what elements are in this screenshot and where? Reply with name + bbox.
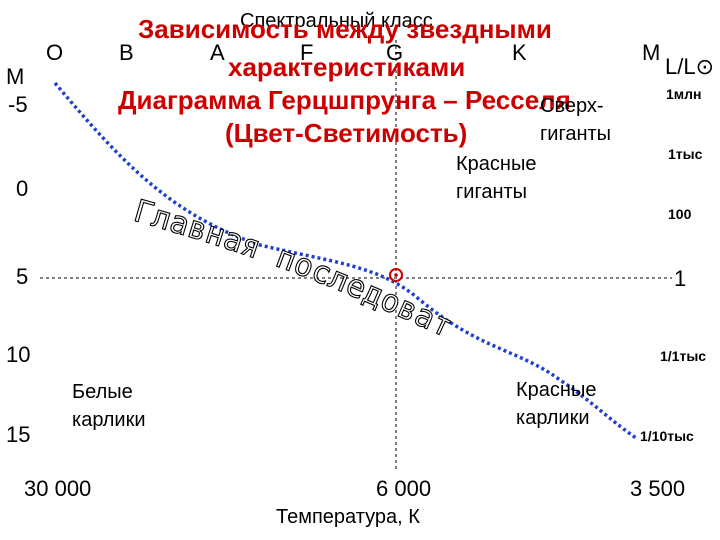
title-line-1: Зависимость между звездными xyxy=(138,14,552,44)
spectral-class-f: F xyxy=(300,40,314,65)
magnitude-tick-minus5: -5 xyxy=(8,92,28,117)
temperature-tick-6000: 6 000 xyxy=(376,476,432,501)
sun-marker-dot xyxy=(394,273,398,277)
temperature-tick-3500: 3 500 xyxy=(630,476,686,501)
magnitude-tick-15: 15 xyxy=(6,422,31,447)
white-dwarfs-label: Белые карлики xyxy=(72,381,146,431)
right-axis-magnitude-title: M xyxy=(642,40,661,65)
spectral-class-b: B xyxy=(119,40,134,65)
luminosity-tick-1tys: 1тыс xyxy=(668,146,703,162)
temperature-axis-title: Температура, К xyxy=(276,506,420,528)
right-axis-title: L/L⊙ xyxy=(665,54,715,79)
red-dwarfs-label: Красные карлики xyxy=(516,379,597,429)
spectral-class-k: K xyxy=(512,40,527,65)
sun-marker xyxy=(389,268,403,282)
spectral-class-o: O xyxy=(46,40,64,65)
spectral-class-a: A xyxy=(210,40,225,65)
left-axis-title: M xyxy=(6,64,25,89)
luminosity-tick-1: 1 xyxy=(674,266,687,291)
title-line-4: (Цвет-Светимость) xyxy=(225,118,468,148)
spectral-axis-title: Спектральный класс xyxy=(240,10,433,32)
luminosity-tick-1-10tys: 1/10тыс xyxy=(640,428,694,444)
luminosity-tick-1mln: 1млн xyxy=(666,86,702,102)
magnitude-tick-5: 5 xyxy=(16,264,29,289)
supergiants-label: Сверх- гиганты xyxy=(540,95,612,145)
magnitude-tick-0: 0 xyxy=(16,176,29,201)
spectral-class-g: G xyxy=(386,40,404,65)
magnitude-tick-10: 10 xyxy=(6,342,31,367)
luminosity-tick-100: 100 xyxy=(668,206,692,222)
title-line-2: характеристиками xyxy=(228,52,466,82)
main-sequence-curve xyxy=(53,81,637,440)
temperature-tick-30000: 30 000 xyxy=(24,476,92,501)
red-giants-label: Красные гиганты xyxy=(456,153,537,203)
title-line-3: Диаграмма Герцшпрунга – Ресселя xyxy=(118,85,571,115)
luminosity-tick-1-1tys: 1/1тыс xyxy=(660,348,707,364)
